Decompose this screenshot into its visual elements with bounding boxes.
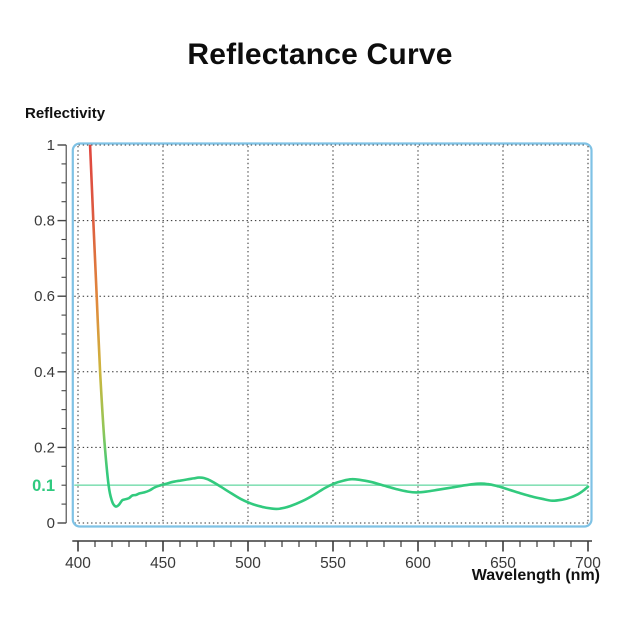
y-tick-label: 1 <box>47 137 55 154</box>
x-tick-label: 400 <box>65 555 91 572</box>
x-tick-label: 650 <box>490 555 516 572</box>
chart-title: Reflectance Curve <box>187 38 453 71</box>
y-tick-label: 0.2 <box>34 439 55 456</box>
y-tick-label: 0 <box>47 515 55 532</box>
y-axis-title: Reflectivity <box>25 105 106 122</box>
y-tick-label-0_1-green: 0.1 <box>32 477 55 495</box>
y-tick-label: 0.4 <box>34 364 55 381</box>
reflectance-curve <box>88 144 590 511</box>
x-tick-label: 500 <box>235 555 261 572</box>
x-tick-label: 700 <box>575 555 601 572</box>
y-tick-label: 0.6 <box>34 288 55 305</box>
x-tick-label: 600 <box>405 555 431 572</box>
x-tick-label: 450 <box>150 555 176 572</box>
x-axis-title: Wavelength (nm) <box>471 567 600 584</box>
plot-border <box>71 142 593 528</box>
y-tick-label: 0.8 <box>34 213 55 230</box>
x-tick-label: 550 <box>320 555 346 572</box>
